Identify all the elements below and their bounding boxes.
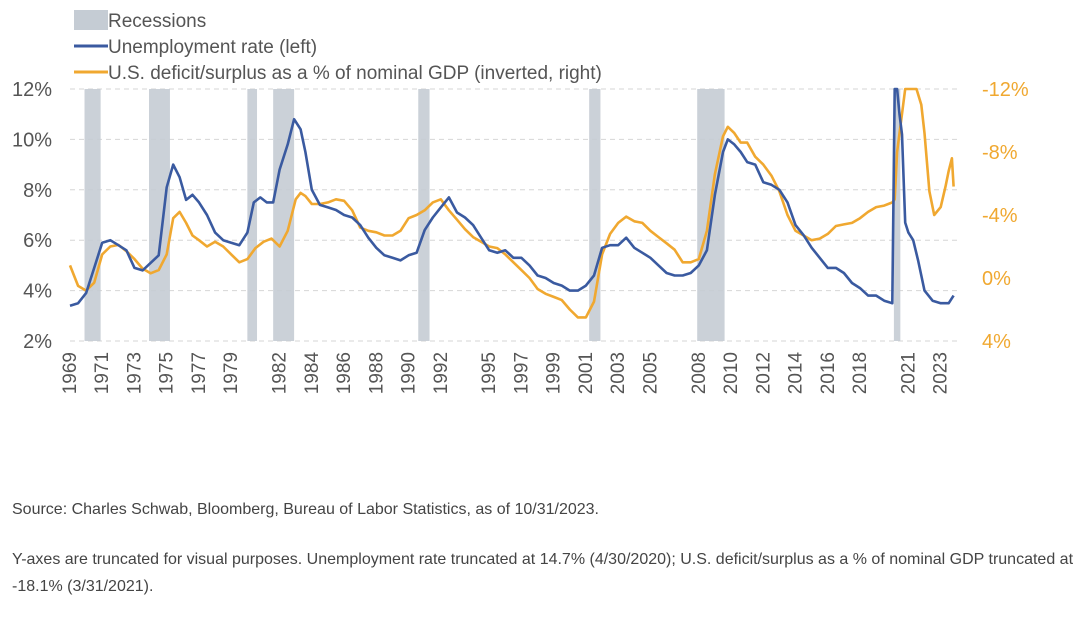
recession-band xyxy=(273,89,295,341)
recession-band xyxy=(589,89,601,341)
x-axis-ticks: 1969 1971 1973 1975 1977 1979 1982 1984 1986 1988… xyxy=(60,352,952,395)
x-tick-label: 1988 xyxy=(366,352,387,394)
x-tick-label: 1971 xyxy=(92,352,113,394)
x-tick-label: 2021 xyxy=(898,352,919,394)
x-tick-label: 2012 xyxy=(753,352,774,394)
x-tick-label: 1986 xyxy=(334,352,355,394)
legend-swatch-recessions xyxy=(74,10,108,30)
x-tick-label: 1969 xyxy=(60,352,81,394)
right-tick-label: 0% xyxy=(982,268,1011,290)
x-tick-label: 2014 xyxy=(786,352,807,395)
left-axis-ticks: 2% 4% 6% 8% 10% 12% xyxy=(12,79,52,353)
right-axis-ticks: 4% 0% -4% -8% -12% xyxy=(982,79,1029,353)
right-tick-label: -12% xyxy=(982,79,1029,101)
x-tick-label: 1979 xyxy=(221,352,242,394)
x-tick-label: 1999 xyxy=(544,352,565,394)
deficit-line xyxy=(68,87,955,319)
legend: Recessions Unemployment rate (left) U.S. d… xyxy=(74,10,602,84)
left-tick-label: 8% xyxy=(23,180,52,202)
source-note: Source: Charles Schwab, Bloomberg, Burea… xyxy=(12,501,599,518)
legend-label: U.S. deficit/surplus as a % of nominal G… xyxy=(108,63,602,84)
recession-bands xyxy=(84,89,901,341)
legend-label: Recessions xyxy=(108,11,206,32)
left-tick-label: 12% xyxy=(12,79,52,101)
left-tick-label: 6% xyxy=(23,230,52,252)
x-tick-label: 1995 xyxy=(479,352,500,394)
x-tick-label: 1997 xyxy=(511,352,532,394)
x-tick-label: 2005 xyxy=(640,352,661,394)
recession-band xyxy=(893,89,901,341)
x-tick-label: 2010 xyxy=(721,352,742,394)
x-tick-label: 2001 xyxy=(576,352,597,394)
right-tick-label: 4% xyxy=(982,331,1011,353)
x-tick-label: 2003 xyxy=(608,352,629,394)
left-tick-label: 2% xyxy=(23,331,52,353)
recession-band xyxy=(418,89,430,341)
x-tick-label: 1975 xyxy=(157,352,178,394)
right-tick-label: -8% xyxy=(982,142,1018,164)
left-tick-label: 4% xyxy=(23,281,52,303)
x-tick-label: 2008 xyxy=(689,352,710,394)
gridlines xyxy=(70,88,960,342)
x-tick-label: 1992 xyxy=(431,352,452,394)
series-lines xyxy=(68,87,955,319)
recession-band xyxy=(84,89,101,341)
x-tick-label: 2016 xyxy=(818,352,839,394)
right-tick-label: -4% xyxy=(982,205,1018,227)
x-tick-label: 2018 xyxy=(850,352,871,394)
x-tick-label: 1990 xyxy=(399,352,420,394)
unemployment-line xyxy=(69,87,955,307)
x-tick-label: 1984 xyxy=(302,352,323,395)
x-tick-label: 1973 xyxy=(125,352,146,394)
x-tick-label: 1977 xyxy=(189,352,210,394)
x-tick-label: 2023 xyxy=(931,352,952,394)
truncation-note: Y-axes are truncated for visual purposes… xyxy=(12,551,1074,595)
chart: Recessions Unemployment rate (left) U.S. d… xyxy=(12,10,1029,395)
left-tick-label: 10% xyxy=(12,129,52,151)
x-tick-label: 1982 xyxy=(270,352,291,394)
recession-band xyxy=(149,89,170,341)
legend-label: Unemployment rate (left) xyxy=(108,37,317,58)
